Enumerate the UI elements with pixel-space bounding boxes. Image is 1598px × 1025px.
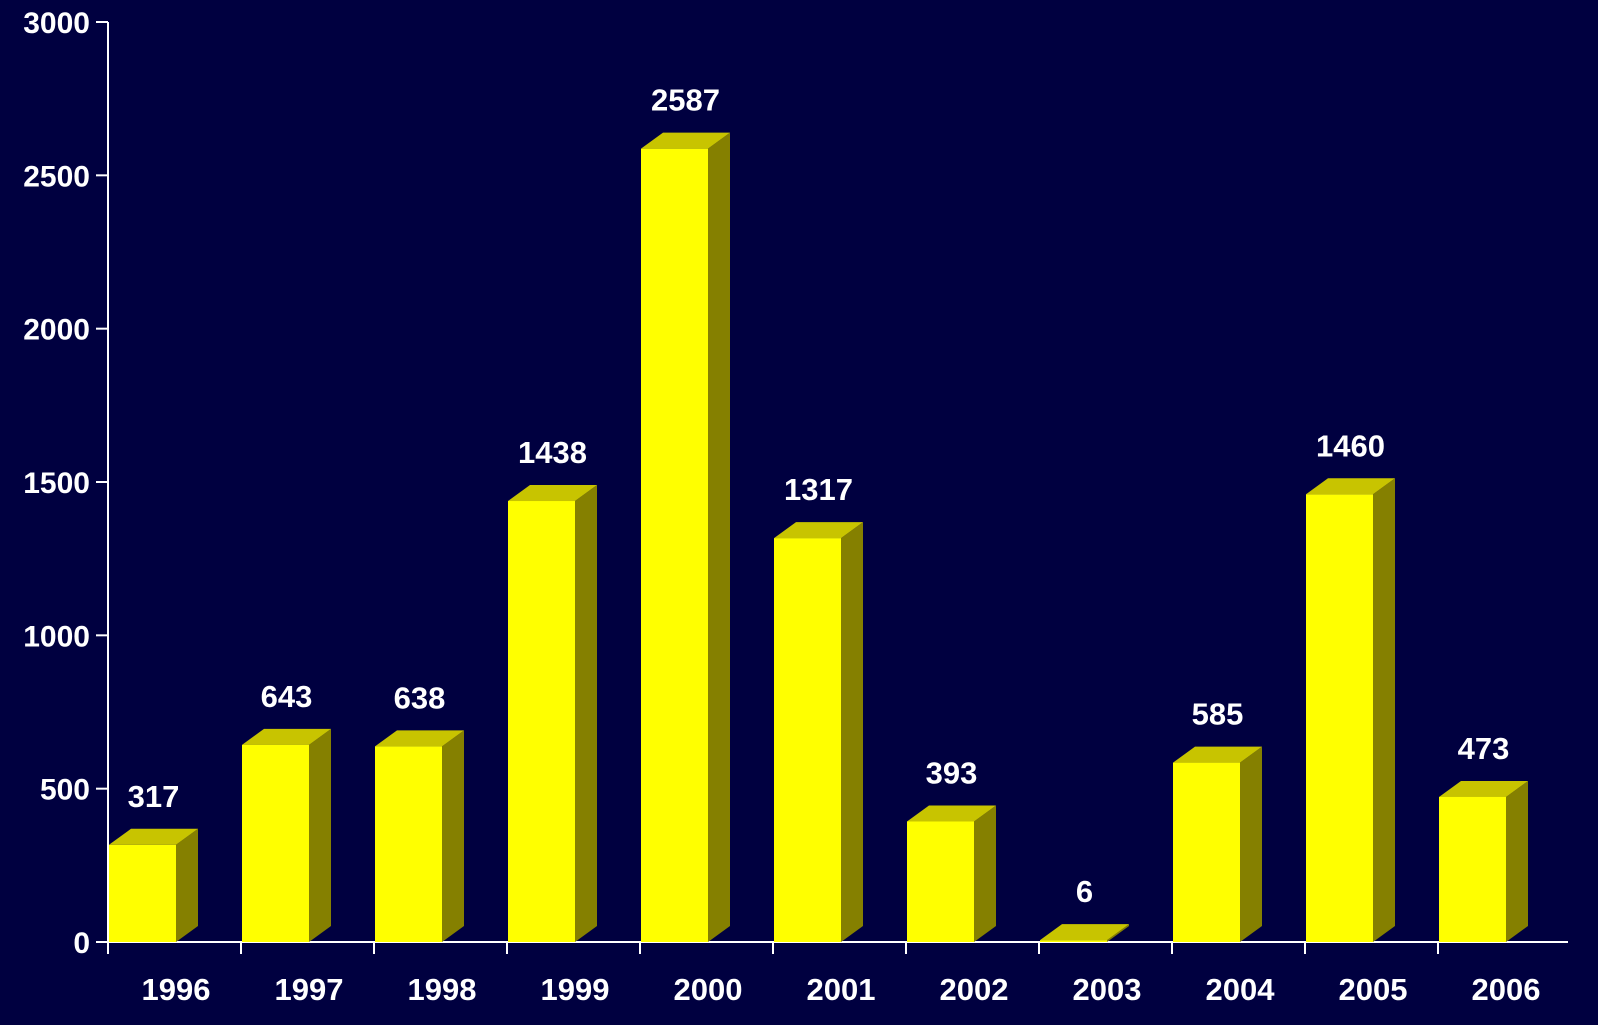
- x-tick-label: 2005: [1339, 972, 1408, 1007]
- data-label: 1438: [518, 435, 587, 470]
- y-tick-label: 2500: [23, 160, 90, 193]
- data-label: 473: [1458, 731, 1510, 766]
- x-tick-label: 1997: [275, 972, 344, 1007]
- bar-top: [508, 485, 597, 502]
- bar-top: [641, 132, 730, 149]
- bar-1998: [375, 730, 464, 942]
- bar-2002: [907, 805, 996, 942]
- x-tick-label: 2003: [1073, 972, 1142, 1007]
- bar-2001: [774, 522, 863, 942]
- bar-1997: [242, 728, 331, 942]
- bar-1999: [508, 485, 597, 942]
- y-tick-label: 1500: [23, 467, 90, 500]
- bar-side: [1506, 780, 1528, 942]
- bar-front: [641, 148, 708, 943]
- bar-side: [708, 132, 730, 943]
- data-label: 2587: [651, 83, 720, 118]
- bar-side: [442, 730, 464, 942]
- bar-side: [309, 728, 331, 942]
- bar-front: [375, 746, 442, 942]
- data-label: 317: [128, 779, 180, 814]
- bar-front: [508, 501, 575, 942]
- x-tick-label: 2004: [1206, 972, 1276, 1007]
- y-tick-label: 1000: [23, 620, 90, 653]
- x-tick-label: 1996: [142, 972, 211, 1007]
- bar-front: [1173, 762, 1240, 942]
- bar-front: [907, 821, 974, 942]
- data-labels: 317 643 638 1438 2587 1317 393 6 585 1460 473: [128, 83, 1510, 910]
- y-tick-label: 500: [40, 774, 90, 807]
- bar-top: [907, 805, 996, 822]
- bar-2000: [641, 132, 730, 943]
- bar-2005: [1306, 478, 1395, 942]
- x-tick-label: 1998: [408, 972, 477, 1007]
- bar-front: [1439, 796, 1506, 942]
- bar-top: [774, 522, 863, 539]
- bar-2004: [1173, 746, 1262, 942]
- bar-top: [1306, 478, 1395, 495]
- bar-top: [1040, 924, 1129, 941]
- y-tick-label: 2000: [23, 314, 90, 347]
- x-tick-label: 2001: [807, 972, 876, 1007]
- x-axis: 1996 1997 1998 1999 2000 2001 2002 2003 2004 2005…: [107, 941, 1568, 1007]
- bar-front: [1040, 940, 1107, 942]
- bar-side: [1107, 924, 1129, 942]
- x-tick-label: 2002: [940, 972, 1009, 1007]
- bar-front: [774, 538, 841, 942]
- bar-top: [1439, 780, 1528, 797]
- bar-side: [974, 805, 996, 942]
- x-tick-label: 1999: [541, 972, 610, 1007]
- bar-top: [242, 728, 331, 745]
- bars: [109, 132, 1528, 943]
- y-tick-label: 0: [73, 927, 90, 960]
- bar-front: [109, 844, 176, 942]
- bar-front: [1306, 494, 1373, 942]
- bar-front: [242, 744, 309, 942]
- bar-top: [375, 730, 464, 747]
- bar-top: [1173, 746, 1262, 763]
- data-label: 1460: [1316, 428, 1385, 463]
- y-axis: 0 500 1000 1500 2000 2500 3000: [23, 7, 109, 960]
- x-tick-label: 2006: [1472, 972, 1541, 1007]
- data-label: 585: [1192, 697, 1244, 732]
- bar-2006: [1439, 780, 1528, 942]
- data-label: 638: [394, 680, 446, 715]
- bar-side: [1373, 478, 1395, 942]
- data-label: 6: [1076, 874, 1093, 909]
- bar-side: [1240, 746, 1262, 942]
- bar-side: [841, 522, 863, 942]
- data-label: 393: [926, 755, 978, 790]
- bar-2003: [1040, 924, 1129, 942]
- bar-side: [176, 828, 198, 942]
- data-label: 1317: [784, 472, 853, 507]
- data-label: 643: [261, 679, 313, 714]
- bar-1996: [109, 828, 198, 942]
- bar-side: [575, 485, 597, 942]
- bar-top: [109, 828, 198, 845]
- x-tick-label: 2000: [674, 972, 743, 1007]
- y-tick-label: 3000: [23, 7, 90, 40]
